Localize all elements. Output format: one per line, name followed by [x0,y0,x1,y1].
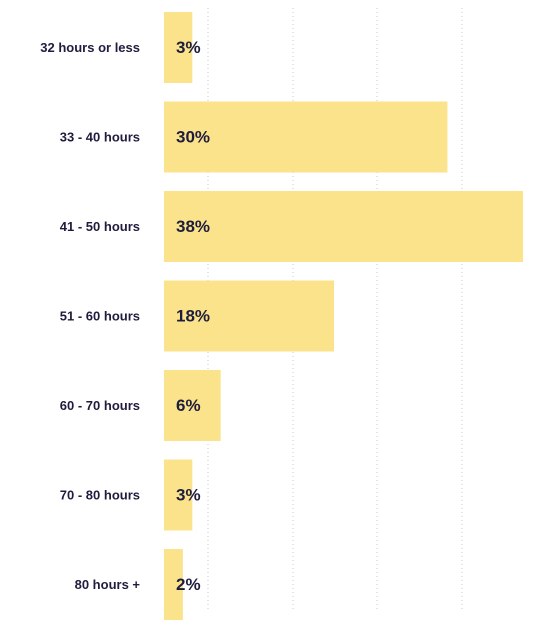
value-label: 30% [176,128,210,147]
bar [164,191,523,262]
bar [164,370,221,441]
category-labels: 32 hours or less 33 - 40 hours 41 - 50 hou… [40,40,140,592]
bar [164,280,335,352]
category-label: 60 - 70 hours [60,398,140,413]
bars [164,12,523,620]
value-label: 2% [176,575,201,594]
bar [164,459,193,531]
category-label: 51 - 60 hours [60,309,140,324]
category-label: 33 - 40 hours [60,130,140,145]
category-label: 70 - 80 hours [60,488,140,503]
value-label: 6% [176,396,201,415]
value-label: 3% [176,38,201,57]
bar [164,549,183,620]
category-label: 41 - 50 hours [60,219,140,234]
bar [164,12,193,83]
value-labels: 3% 30% 38% 18% 6% 3% 2% [176,38,210,594]
bar [164,101,448,173]
category-label: 32 hours or less [40,40,140,55]
value-label: 38% [176,217,210,236]
category-label: 80 hours + [75,577,141,592]
value-label: 18% [176,307,210,326]
value-label: 3% [176,486,201,505]
